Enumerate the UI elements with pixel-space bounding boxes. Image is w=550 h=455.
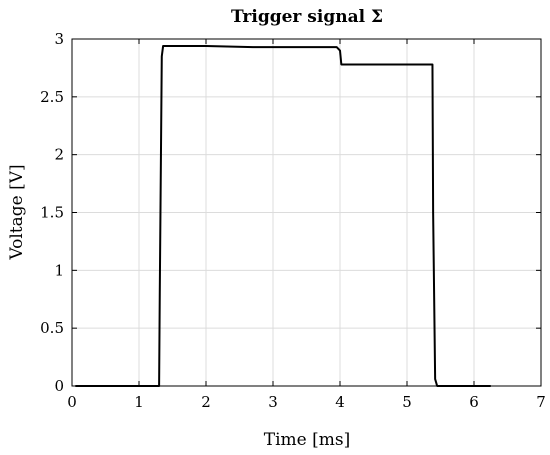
x-tick-label: 7 bbox=[536, 393, 546, 411]
x-tick-label: 1 bbox=[134, 393, 144, 411]
x-tick-label: 0 bbox=[67, 393, 77, 411]
axis-ticks: 0 1 2 3 4 5 6 7 0 0.5 1 1.5 2 2.5 3 bbox=[40, 30, 546, 411]
x-tick-label: 5 bbox=[402, 393, 412, 411]
y-tick-label: 2.5 bbox=[40, 88, 64, 106]
x-tick-label: 3 bbox=[268, 393, 278, 411]
x-tick-label: 6 bbox=[469, 393, 479, 411]
y-tick-label: 0 bbox=[54, 377, 64, 395]
x-tick-label: 2 bbox=[201, 393, 211, 411]
y-axis-label: Voltage [V] bbox=[7, 164, 27, 260]
x-axis-label: Time [ms] bbox=[264, 430, 350, 450]
x-tick-label: 4 bbox=[335, 393, 345, 411]
series-line-0 bbox=[75, 44, 491, 387]
y-tick-label: 3 bbox=[54, 30, 64, 48]
grid bbox=[72, 39, 541, 386]
y-tick-label: 1 bbox=[54, 261, 64, 279]
chart-title: Trigger signal Σ bbox=[231, 7, 383, 27]
y-tick-label: 2 bbox=[54, 146, 64, 164]
y-tick-label: 1.5 bbox=[40, 204, 64, 222]
plot-area bbox=[75, 44, 491, 387]
y-tick-label: 0.5 bbox=[40, 319, 64, 337]
